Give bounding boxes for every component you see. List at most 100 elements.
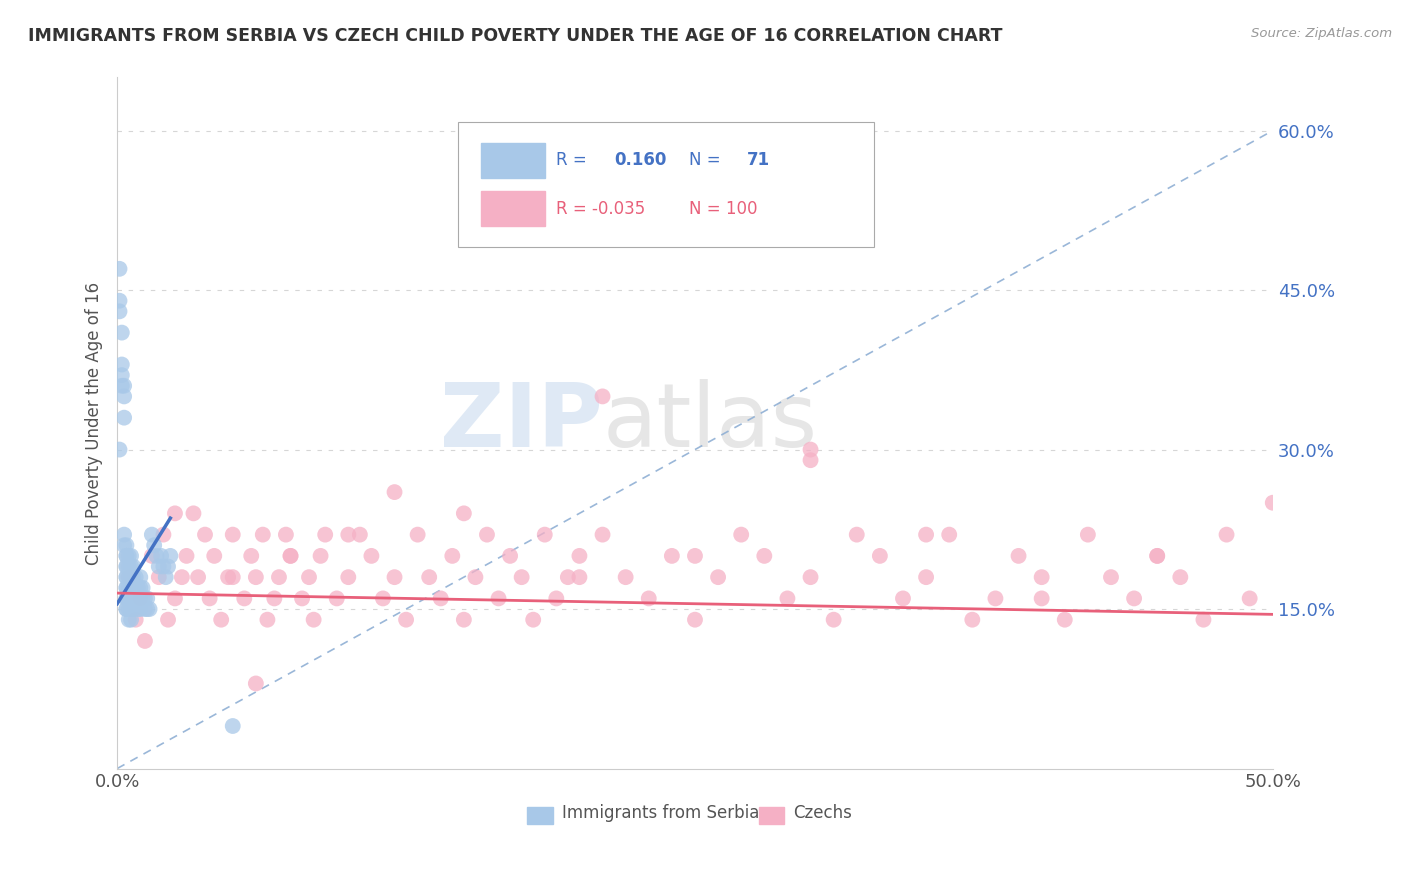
Point	[111, 368, 134, 383]
Point	[118, 591, 141, 606]
Point	[108, 293, 131, 308]
Point	[217, 570, 239, 584]
Point	[120, 559, 142, 574]
Point	[194, 527, 217, 541]
Point	[799, 570, 821, 584]
Point	[984, 591, 1007, 606]
Point	[1261, 496, 1284, 510]
Point	[1053, 613, 1076, 627]
Text: ZIP: ZIP	[440, 379, 603, 467]
Point	[592, 389, 614, 403]
Point	[349, 527, 371, 541]
Point	[1031, 591, 1053, 606]
Text: 71: 71	[747, 151, 770, 169]
Point	[187, 570, 209, 584]
Point	[115, 538, 138, 552]
Point	[263, 591, 285, 606]
Point	[845, 527, 868, 541]
Point	[209, 613, 232, 627]
Point	[115, 581, 138, 595]
Point	[245, 676, 267, 690]
Point	[291, 591, 314, 606]
FancyBboxPatch shape	[458, 122, 875, 247]
Point	[384, 570, 406, 584]
Point	[568, 570, 591, 584]
Point	[222, 719, 245, 733]
Point	[120, 581, 142, 595]
Text: Source: ZipAtlas.com: Source: ZipAtlas.com	[1251, 27, 1392, 40]
Point	[1192, 613, 1215, 627]
Point	[127, 602, 149, 616]
Point	[108, 261, 131, 276]
Point	[592, 527, 614, 541]
Point	[118, 559, 141, 574]
Point	[823, 613, 845, 627]
Point	[252, 527, 274, 541]
Point	[891, 591, 914, 606]
Point	[510, 570, 533, 584]
Point	[360, 549, 382, 563]
Point	[869, 549, 891, 563]
Point	[134, 634, 156, 648]
Point	[155, 570, 177, 584]
Bar	[527, 806, 553, 824]
Point	[122, 559, 145, 574]
Point	[1123, 591, 1146, 606]
Point	[112, 378, 135, 392]
Point	[124, 570, 146, 584]
Point	[124, 613, 146, 627]
Point	[115, 559, 138, 574]
Point	[915, 527, 938, 541]
Point	[222, 570, 245, 584]
Point	[108, 304, 131, 318]
Point	[384, 485, 406, 500]
Point	[546, 591, 568, 606]
Point	[115, 549, 138, 563]
Point	[309, 549, 332, 563]
Point	[1168, 570, 1191, 584]
Point	[115, 591, 138, 606]
Point	[115, 549, 138, 563]
Point	[337, 570, 360, 584]
Bar	[481, 143, 544, 178]
Point	[118, 549, 141, 563]
Point	[129, 570, 152, 584]
Point	[754, 549, 776, 563]
Point	[120, 549, 142, 563]
Point	[115, 602, 138, 616]
Point	[112, 410, 135, 425]
Point	[267, 570, 290, 584]
Bar	[759, 806, 785, 824]
Point	[280, 549, 302, 563]
Point	[371, 591, 394, 606]
Point	[298, 570, 321, 584]
Point	[730, 527, 752, 541]
Point	[129, 591, 152, 606]
Text: atlas: atlas	[603, 379, 818, 467]
Point	[111, 378, 134, 392]
Point	[418, 570, 440, 584]
Point	[152, 559, 174, 574]
Point	[131, 581, 153, 595]
Point	[222, 527, 245, 541]
Point	[637, 591, 659, 606]
Point	[233, 591, 256, 606]
Point	[115, 591, 138, 606]
Point	[134, 602, 156, 616]
Point	[148, 559, 170, 574]
Point	[122, 570, 145, 584]
Point	[111, 358, 134, 372]
Point	[1146, 549, 1168, 563]
Point	[183, 507, 205, 521]
Point	[127, 591, 149, 606]
Point	[136, 591, 159, 606]
Point	[533, 527, 555, 541]
Text: N =: N =	[689, 151, 725, 169]
Point	[170, 570, 193, 584]
Point	[568, 549, 591, 563]
Point	[157, 559, 180, 574]
Point	[776, 591, 799, 606]
Point	[499, 549, 522, 563]
Point	[326, 591, 349, 606]
Point	[152, 527, 174, 541]
